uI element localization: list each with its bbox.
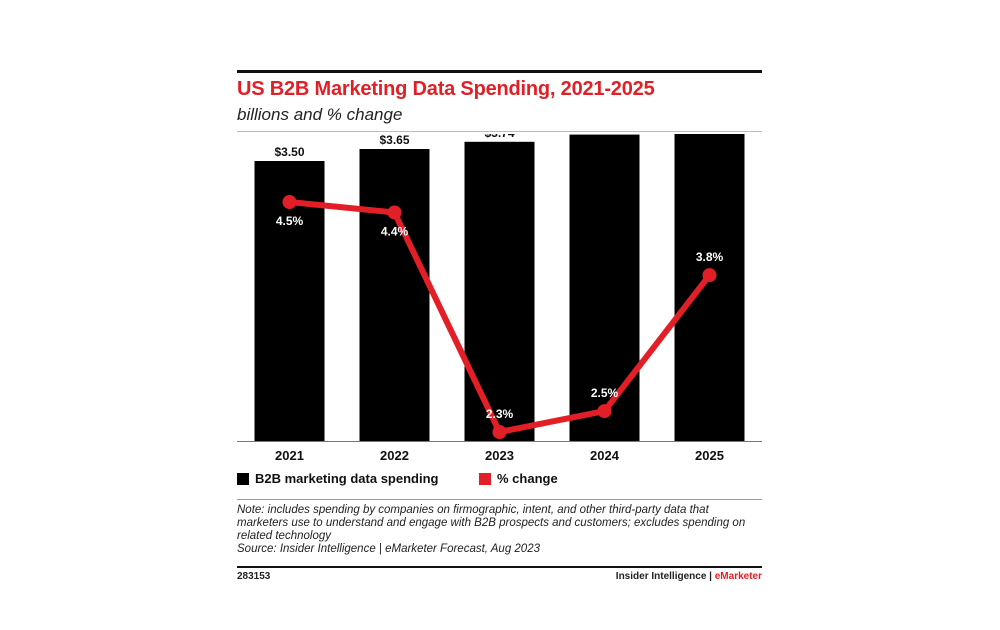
change-point-2024 (597, 404, 612, 419)
title-rule (237, 131, 762, 132)
bar-2022 (359, 149, 430, 441)
change-label-2021: 4.5% (276, 214, 304, 228)
source-text: Source: Insider Intelligence | eMarketer… (237, 543, 540, 555)
legend-item-spending: B2B marketing data spending (237, 471, 438, 486)
note-text: Note: includes spending by companies on … (237, 504, 746, 542)
x-tick-label-2025: 2025 (695, 448, 724, 463)
brand-credit: Insider Intelligence | eMarketer (616, 571, 762, 582)
change-label-2022: 4.4% (381, 224, 409, 238)
legend-label-spending: B2B marketing data spending (255, 471, 439, 486)
bar-2025 (674, 134, 745, 441)
change-point-2021 (282, 195, 297, 209)
bar-2023 (464, 141, 535, 442)
x-tick-label-2022: 2022 (380, 448, 409, 463)
combo-chart: $3.50$3.65$3.74$3.83$3.98202120222023202… (237, 134, 762, 463)
legend-swatch-change (479, 472, 491, 485)
x-tick-label-2021: 2021 (275, 448, 304, 463)
x-tick-label-2024: 2024 (590, 448, 620, 463)
change-label-2023: 2.3% (486, 407, 514, 421)
brand-main: Insider Intelligence | (615, 571, 715, 582)
legend-item-change: % change (479, 471, 558, 486)
change-point-2025 (702, 268, 717, 283)
note-rule (237, 499, 762, 500)
note-block: Note: includes spending by companies on … (237, 504, 762, 556)
change-label-2024: 2.5% (591, 386, 619, 400)
top-rule (237, 70, 762, 73)
change-point-2023 (492, 425, 507, 439)
chart-subtitle: billions and % change (237, 105, 403, 124)
x-tick-label-2023: 2023 (485, 448, 514, 463)
legend-label-change: % change (497, 471, 558, 486)
bottom-rule (237, 566, 762, 568)
chart-card: US B2B Marketing Data Spending, 2021-202… (237, 70, 762, 590)
bar-2024 (569, 134, 640, 441)
bar-value-label-2023: $3.74 (484, 134, 514, 140)
bar-value-label-2022: $3.65 (379, 134, 409, 147)
chart-id: 283153 (237, 571, 271, 582)
bar-value-label-2021: $3.50 (274, 145, 304, 159)
brand-accent: eMarketer (714, 571, 762, 582)
legend-swatch-spending (237, 472, 249, 485)
change-point-2022 (387, 205, 402, 220)
change-label-2025: 3.8% (696, 250, 724, 264)
chart-title: US B2B Marketing Data Spending, 2021-202… (237, 78, 655, 100)
